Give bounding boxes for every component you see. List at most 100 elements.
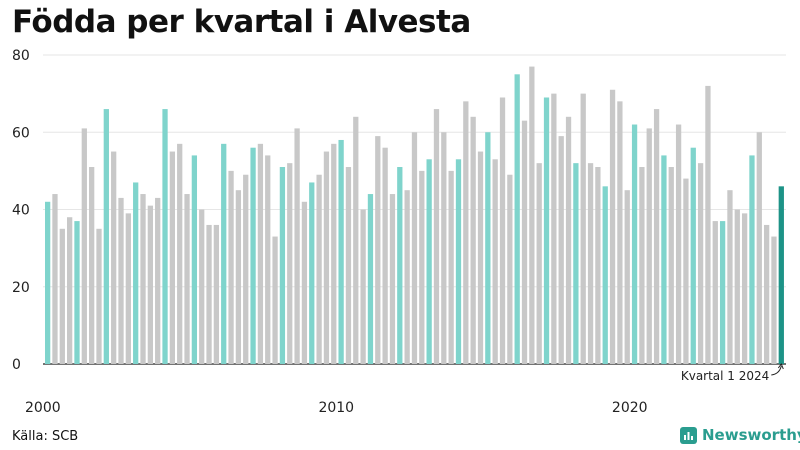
y-tick-label: 20	[12, 280, 30, 296]
bar	[316, 174, 322, 364]
bar	[221, 143, 227, 364]
bar	[455, 159, 462, 364]
bar	[536, 163, 542, 364]
bar	[59, 228, 65, 364]
bar	[162, 109, 168, 364]
bar	[345, 167, 352, 364]
bar	[191, 155, 198, 364]
bar	[463, 101, 469, 364]
bar	[411, 132, 418, 364]
bar	[529, 66, 535, 364]
bar	[206, 224, 212, 364]
bar	[52, 194, 58, 364]
bar	[235, 190, 242, 364]
bar	[199, 209, 205, 364]
bar	[375, 136, 381, 364]
bar	[543, 97, 550, 365]
bar	[103, 109, 109, 364]
bar	[609, 89, 616, 364]
bar	[257, 143, 264, 364]
x-axis-tick-labels: 2000 2010 2020	[25, 400, 648, 416]
bars	[45, 66, 784, 365]
bar	[617, 101, 623, 364]
bar	[734, 209, 740, 364]
bar	[675, 124, 682, 364]
brand-name: Newsworthy	[702, 426, 800, 444]
bar	[45, 201, 51, 364]
bar	[404, 190, 410, 364]
x-tick-label: 2000	[25, 400, 61, 416]
bar	[382, 147, 388, 364]
bar	[140, 194, 146, 364]
bar	[323, 151, 330, 364]
bar	[712, 221, 718, 364]
bar	[580, 93, 586, 365]
bar	[477, 151, 484, 364]
bar	[646, 128, 652, 364]
x-tick-label: 2020	[612, 400, 648, 416]
source-note: Källa: SCB	[12, 429, 79, 444]
bar	[367, 194, 374, 364]
bar	[521, 120, 528, 364]
bar	[118, 197, 124, 364]
bar	[155, 197, 161, 364]
bar	[705, 85, 711, 365]
bar	[690, 147, 696, 364]
y-tick-label: 0	[12, 357, 21, 373]
bar	[507, 174, 513, 364]
bar	[169, 151, 175, 364]
bar	[668, 167, 674, 364]
bar	[353, 116, 359, 364]
bar	[756, 132, 762, 364]
brand-mark: Newsworthy	[680, 426, 800, 444]
bar	[551, 93, 557, 365]
bar	[250, 147, 256, 364]
bar	[243, 174, 249, 364]
bar	[492, 159, 498, 364]
bar	[125, 213, 131, 364]
bar	[133, 182, 139, 364]
bar	[558, 136, 564, 364]
bar	[309, 182, 315, 364]
bar	[294, 128, 300, 364]
y-tick-label: 40	[12, 203, 30, 219]
bar	[763, 224, 770, 364]
bar	[565, 116, 572, 364]
bar	[661, 155, 667, 364]
bar	[653, 109, 660, 364]
bar	[74, 221, 80, 364]
x-tick-label: 2010	[318, 400, 354, 416]
bar	[697, 163, 704, 364]
chart-title: Födda per kvartal i Alvesta	[12, 4, 471, 40]
bar	[279, 167, 286, 364]
bar	[485, 132, 491, 364]
bar	[389, 194, 396, 364]
bar	[111, 151, 117, 364]
bar	[287, 163, 293, 364]
y-tick-label: 60	[12, 125, 30, 141]
bar	[419, 170, 425, 365]
bar	[514, 74, 520, 364]
bar	[81, 128, 87, 364]
y-axis-tick-labels: 0 20 40 60 80	[12, 48, 30, 373]
bar	[272, 236, 278, 364]
annotation-arrow	[771, 365, 782, 376]
bar	[624, 190, 630, 364]
bar	[595, 167, 601, 364]
bar	[338, 139, 344, 364]
bar	[602, 186, 608, 364]
bar	[749, 155, 755, 364]
bar	[96, 228, 102, 364]
bar	[639, 167, 645, 364]
annotation-arrowhead	[777, 362, 784, 370]
bar	[213, 224, 220, 364]
bar	[147, 205, 153, 364]
bar	[631, 124, 638, 364]
bar	[683, 178, 689, 364]
bar	[778, 186, 784, 364]
bar	[499, 97, 506, 365]
bar	[441, 132, 447, 364]
bar	[741, 213, 748, 364]
bar	[397, 167, 403, 364]
